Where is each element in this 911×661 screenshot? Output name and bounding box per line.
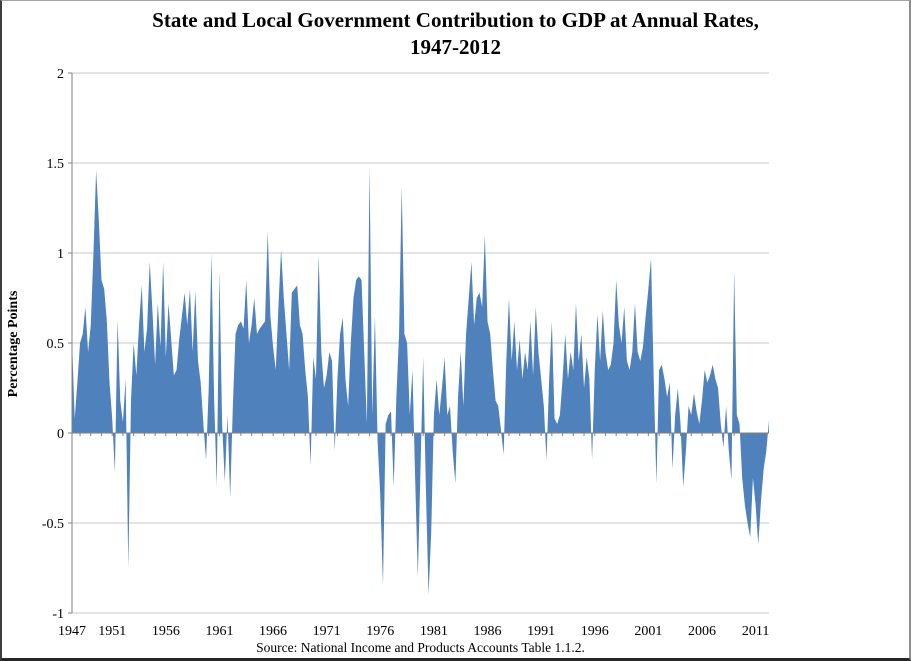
- x-tick-label: 1951: [98, 624, 126, 639]
- y-tick-label: 1.5: [47, 157, 65, 172]
- chart-title-line1: State and Local Government Contribution …: [152, 8, 759, 32]
- x-tick-label: 1966: [259, 624, 287, 639]
- x-tick-label: 1996: [581, 624, 609, 639]
- x-tick-label: 1971: [313, 624, 341, 639]
- y-tick-label: -1: [52, 607, 64, 622]
- x-tick-label: 1991: [527, 624, 555, 639]
- x-tick-label: 2011: [742, 624, 769, 639]
- x-tick-label: 1976: [366, 624, 394, 639]
- source-note: Source: National Income and Products Acc…: [256, 640, 585, 655]
- y-tick-label: 0.5: [47, 337, 65, 352]
- chart-title-line2: 1947-2012: [410, 35, 501, 59]
- x-tick-label: 2001: [634, 624, 662, 639]
- x-tick-label: 1961: [205, 624, 233, 639]
- x-tick-label: 1986: [474, 624, 502, 639]
- y-tick-label: 1: [57, 247, 64, 262]
- x-tick-label: 2006: [688, 624, 716, 639]
- area-series: [72, 166, 769, 595]
- y-tick-label: -0.5: [42, 517, 64, 532]
- x-tick-label: 1981: [420, 624, 448, 639]
- y-tick-label: 0: [57, 427, 64, 442]
- x-tick-label: 1947: [58, 624, 86, 639]
- x-tick-label: 1956: [152, 624, 180, 639]
- chart-title: State and Local Government Contribution …: [2, 7, 909, 61]
- y-tick-label: 2: [57, 67, 64, 82]
